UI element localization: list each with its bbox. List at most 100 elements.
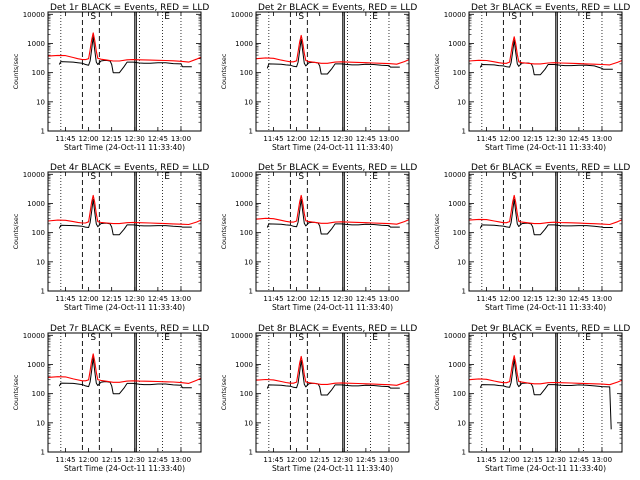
x-tick-label: 11:45 [476,135,496,143]
x-tick-label: 12:30 [125,295,145,303]
marker-label: E [585,172,591,182]
panel-det-3r: Det 3r BLACK = Events, RED = LLD Counts/s… [433,3,630,152]
y-tick-label: 10000 [23,171,45,179]
x-tick-label: 13:00 [592,295,612,303]
series-line-lld [468,355,623,386]
x-tick-label: 12:45 [569,456,589,464]
panel-det-4r: Det 4r BLACK = Events, RED = LLD Counts/s… [12,163,209,312]
x-tick-label: 12:30 [546,295,566,303]
x-tick-label: 12:15 [523,456,543,464]
y-tick-label: 1 [249,288,253,296]
panel-title: Det 8r BLACK = Events, RED = LLD [258,324,417,334]
y-tick-label: 10 [36,98,45,106]
y-tick-label: 1000 [27,40,45,48]
y-tick-label: 10 [36,258,45,266]
marker-backdrop [163,332,172,341]
x-tick-label: 12:15 [102,456,122,464]
x-tick-label: 12:15 [310,456,330,464]
panel-det-9r: Det 9r BLACK = Events, RED = LLD Counts/s… [433,324,630,473]
x-tick-label: 12:00 [78,135,98,143]
x-tick-label: 13:00 [379,456,399,464]
x-tick-label: 12:45 [356,135,376,143]
y-tick-label: 10000 [444,11,466,19]
marker-label: E [164,333,170,343]
marker-label: S [90,12,96,22]
plot-frame [255,11,410,132]
y-tick-label: 1 [462,449,466,457]
y-tick-label: 1000 [448,200,466,208]
plot-frame [47,332,202,453]
marker-label: S [298,333,304,343]
x-tick-label: 12:00 [286,295,306,303]
x-tick-label: 12:00 [78,295,98,303]
y-tick-label: 100 [240,229,253,237]
x-axis-label: Start Time (24-Oct-11 11:33:40) [485,464,606,473]
y-tick-label: 10000 [23,332,45,340]
marker-label: S [511,12,517,22]
x-tick-label: 11:45 [55,295,75,303]
y-tick-label: 1000 [235,361,253,369]
marker-backdrop [584,11,593,20]
x-tick-label: 12:45 [569,135,589,143]
x-tick-label: 12:00 [286,135,306,143]
y-tick-label: 100 [453,69,466,77]
x-tick-label: 13:00 [171,135,191,143]
x-tick-label: 11:45 [55,456,75,464]
x-tick-label: 12:00 [499,456,519,464]
x-tick-label: 12:15 [523,295,543,303]
x-tick-label: 12:30 [125,135,145,143]
x-tick-label: 12:30 [333,295,353,303]
x-tick-label: 11:45 [263,295,283,303]
x-tick-label: 12:15 [310,135,330,143]
y-tick-label: 10 [244,419,253,427]
x-tick-label: 12:45 [356,456,376,464]
x-axis-label: Start Time (24-Oct-11 11:33:40) [64,143,185,152]
marker-backdrop [510,171,519,180]
x-tick-label: 13:00 [592,135,612,143]
x-tick-label: 12:30 [333,456,353,464]
y-tick-label: 10 [244,258,253,266]
y-axis-label: Counts/sec [12,213,20,249]
y-tick-label: 1 [41,288,45,296]
panel-det-1r: Det 1r BLACK = Events, RED = LLD Counts/s… [12,3,209,152]
series-line-lld [255,355,410,386]
y-tick-label: 10000 [231,11,253,19]
y-axis-label: Counts/sec [220,213,228,249]
panel-det-5r: Det 5r BLACK = Events, RED = LLD Counts/s… [220,163,417,312]
x-tick-label: 13:00 [379,135,399,143]
panel-det-2r: Det 2r BLACK = Events, RED = LLD Counts/s… [220,3,417,152]
series-line-events [479,198,613,236]
marker-label: E [164,172,170,182]
series-line-events [58,198,192,236]
marker-backdrop [297,11,306,20]
x-tick-label: 11:45 [55,135,75,143]
marker-backdrop [297,171,306,180]
marker-backdrop [89,171,98,180]
marker-backdrop [584,332,593,341]
y-tick-label: 1000 [235,200,253,208]
y-tick-label: 10 [244,98,253,106]
y-tick-label: 10 [457,258,466,266]
x-axis-label: Start Time (24-Oct-11 11:33:40) [272,143,393,152]
x-axis-label: Start Time (24-Oct-11 11:33:40) [485,143,606,152]
plot-frame [255,332,410,453]
marker-backdrop [371,332,380,341]
y-axis-label: Counts/sec [220,374,228,410]
x-tick-label: 11:45 [476,295,496,303]
y-axis-label: Counts/sec [433,374,441,410]
x-tick-label: 12:15 [310,295,330,303]
marker-backdrop [510,332,519,341]
marker-label: S [298,12,304,22]
y-tick-label: 100 [453,390,466,398]
marker-label: E [372,333,378,343]
y-tick-label: 100 [453,229,466,237]
y-axis-label: Counts/sec [433,53,441,89]
y-tick-label: 100 [240,390,253,398]
series-line-lld [468,194,623,226]
y-tick-label: 10000 [444,332,466,340]
marker-backdrop [297,332,306,341]
x-axis-label: Start Time (24-Oct-11 11:33:40) [64,464,185,473]
panel-title: Det 9r BLACK = Events, RED = LLD [471,324,630,334]
x-tick-label: 12:45 [569,295,589,303]
y-tick-label: 10 [457,419,466,427]
